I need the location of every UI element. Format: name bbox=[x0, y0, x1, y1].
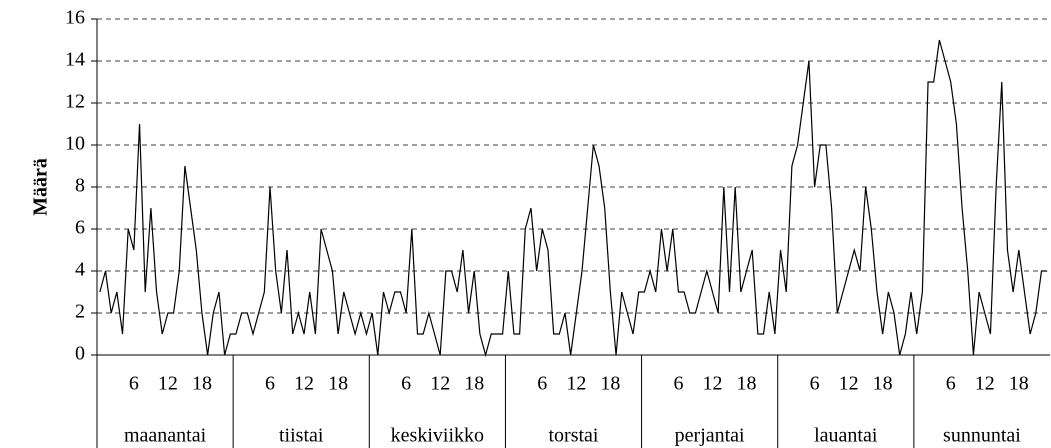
day-label: keskiviikko bbox=[391, 425, 484, 447]
data-line bbox=[99, 39, 1048, 358]
x-tick-label: 12 bbox=[566, 373, 586, 395]
x-tick-label: 12 bbox=[158, 373, 178, 395]
day-label: perjantai bbox=[675, 425, 745, 447]
y-tick-label: 10 bbox=[65, 133, 85, 155]
day-label: torstai bbox=[549, 425, 599, 447]
y-tick-label: 6 bbox=[75, 217, 85, 239]
x-tick-label: 18 bbox=[600, 373, 620, 395]
y-tick-label: 12 bbox=[65, 91, 85, 113]
y-axis-label: Määrä bbox=[30, 158, 52, 216]
x-tick-label: 12 bbox=[294, 373, 314, 395]
x-tick-label: 6 bbox=[129, 373, 139, 395]
y-tick-label: 8 bbox=[75, 175, 85, 197]
y-tick-label: 0 bbox=[75, 343, 85, 365]
x-tick-label: 6 bbox=[810, 373, 820, 395]
x-tick-label: 18 bbox=[328, 373, 348, 395]
x-tick-label: 6 bbox=[537, 373, 547, 395]
y-tick-label: 2 bbox=[75, 301, 85, 323]
x-tick-label: 6 bbox=[673, 373, 683, 395]
x-tick-label: 6 bbox=[401, 373, 411, 395]
x-tick-label: 12 bbox=[430, 373, 450, 395]
x-tick-label: 12 bbox=[839, 373, 859, 395]
y-tick-label: 4 bbox=[75, 259, 85, 281]
day-label: sunnuntai bbox=[943, 425, 1021, 447]
day-label: lauantai bbox=[814, 425, 878, 447]
x-tick-label: 12 bbox=[702, 373, 722, 395]
x-tick-label: 18 bbox=[192, 373, 212, 395]
day-label: maanantai bbox=[124, 425, 207, 447]
x-tick-label: 12 bbox=[975, 373, 995, 395]
x-tick-label: 18 bbox=[1009, 373, 1029, 395]
x-tick-label: 18 bbox=[873, 373, 893, 395]
x-tick-label: 18 bbox=[464, 373, 484, 395]
x-tick-label: 6 bbox=[265, 373, 275, 395]
day-label: tiistai bbox=[279, 425, 324, 447]
x-tick-label: 6 bbox=[946, 373, 956, 395]
x-tick-label: 18 bbox=[737, 373, 757, 395]
y-tick-label: 14 bbox=[65, 49, 85, 71]
y-tick-label: 16 bbox=[65, 7, 85, 29]
